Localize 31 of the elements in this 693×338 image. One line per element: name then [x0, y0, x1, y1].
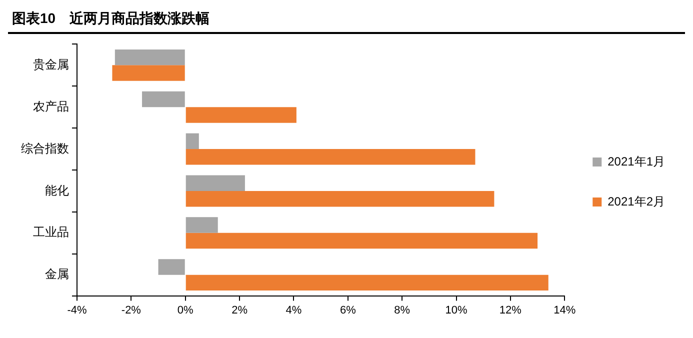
x-tick-label: 8% [394, 304, 410, 316]
x-tick-label: -2% [121, 304, 142, 316]
legend-label: 2021年2月 [608, 194, 666, 208]
chart-title: 图表10 近两月商品指数涨跌幅 [8, 8, 685, 34]
y-tick-label: 综合指数 [21, 141, 69, 156]
x-tick-label: 6% [340, 304, 356, 316]
bar [186, 217, 218, 233]
x-tick-label: 14% [554, 304, 576, 316]
bar [158, 259, 185, 275]
bar [186, 149, 476, 165]
x-tick-label: 0% [177, 304, 194, 316]
x-tick-label: -4% [67, 304, 87, 316]
bar [186, 274, 548, 291]
y-tick-label: 农产品 [33, 99, 69, 114]
y-tick-label: 贵金属 [33, 57, 69, 72]
x-tick-label: 4% [286, 304, 302, 316]
x-tick-label: 10% [445, 304, 468, 316]
bar [186, 133, 199, 150]
x-tick-label: 12% [499, 304, 522, 316]
bar [186, 190, 494, 207]
legend-label: 2021年1月 [608, 154, 666, 168]
bar [186, 175, 245, 191]
y-tick-label: 工业品 [33, 225, 69, 240]
bar [186, 232, 538, 249]
bar [114, 49, 185, 66]
x-tick-label: 2% [232, 304, 248, 316]
y-tick-label: 能化 [45, 183, 69, 198]
bar [186, 107, 296, 123]
bar [142, 91, 185, 108]
y-tick-label: 金属 [45, 267, 69, 282]
bar [112, 65, 185, 81]
